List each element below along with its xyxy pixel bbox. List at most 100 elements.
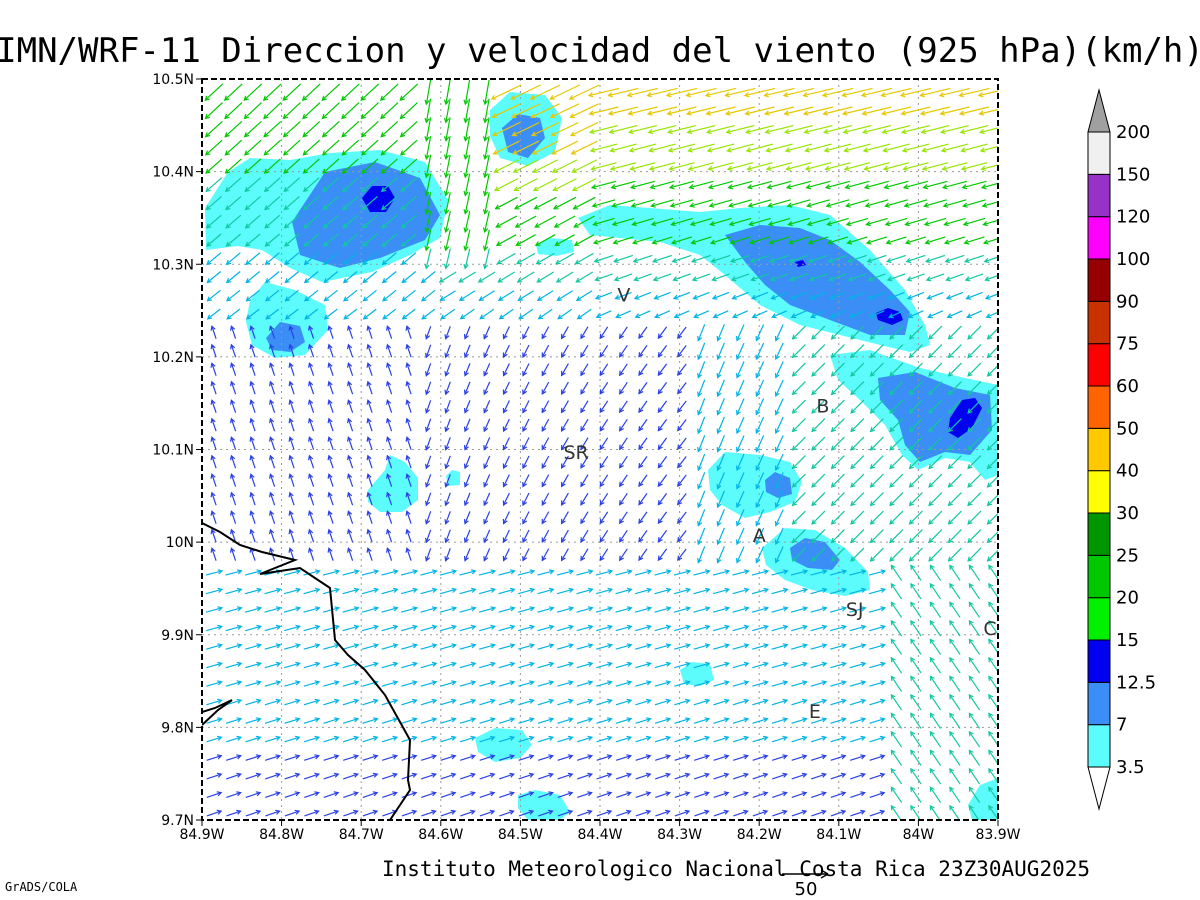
wind-vector [868, 606, 887, 613]
wind-vector [638, 511, 648, 525]
wind-vector [657, 530, 668, 543]
wind-vector [517, 587, 536, 595]
colorbar-swatch [1087, 724, 1111, 768]
wind-vector [479, 308, 495, 320]
wind-vector [802, 106, 834, 116]
wind-vector [498, 569, 516, 576]
wind-vector [802, 87, 834, 98]
colorbar-level-label: 25 [1116, 545, 1139, 566]
wind-vector [928, 344, 943, 359]
wind-vector [755, 472, 765, 490]
wind-vector [401, 698, 418, 706]
wind-vector [590, 162, 617, 171]
wind-vector [425, 381, 432, 396]
wind-vector [635, 735, 652, 743]
wind-vector [550, 121, 579, 137]
wind-vector [755, 453, 765, 472]
wind-vector [638, 326, 648, 340]
wind-vector [303, 587, 321, 595]
wind-vector [249, 325, 256, 339]
wind-vector [653, 291, 671, 300]
wind-vector [460, 791, 476, 798]
wind-vector [517, 569, 536, 576]
wind-vector [986, 327, 998, 340]
colorbar-level-label: 7 [1116, 715, 1127, 736]
wind-vector [226, 772, 242, 780]
wind-vector [596, 735, 613, 743]
wind-vector [210, 325, 217, 339]
wind-vector [716, 527, 725, 546]
wind-vector [782, 87, 815, 98]
wind-vector [771, 680, 789, 687]
wind-vector [245, 680, 262, 687]
wind-vector [303, 680, 321, 687]
wind-vector [787, 217, 810, 227]
wind-vector [674, 680, 691, 687]
wind-vector [677, 456, 687, 469]
wind-vector [401, 661, 418, 669]
wind-vector [537, 661, 555, 669]
wind-vector [557, 772, 574, 780]
wind-vector [230, 473, 237, 487]
y-tick-label: 10.3N [152, 257, 194, 273]
wind-vector [522, 326, 530, 340]
wind-vector [381, 643, 399, 650]
wind-vector [674, 735, 691, 743]
wind-vector [225, 661, 243, 669]
wind-vector [244, 569, 263, 576]
wind-vector [439, 587, 458, 595]
wind-vector [811, 399, 826, 414]
wind-vector [522, 363, 530, 377]
wind-vector [483, 437, 491, 451]
wind-vector [425, 492, 432, 507]
wind-vector [674, 643, 692, 650]
wind-vector [206, 809, 223, 817]
wind-vector [745, 143, 774, 153]
wind-vector [483, 400, 491, 414]
wind-vector [869, 680, 886, 687]
wind-vector [791, 735, 808, 743]
wind-vector [495, 215, 517, 228]
wind-vector [615, 698, 633, 706]
wind-vector [401, 680, 418, 687]
wind-vector [205, 158, 223, 174]
wind-vector [830, 436, 845, 451]
wind-vector [751, 587, 770, 595]
wind-vector [541, 455, 550, 469]
wind-vector [710, 254, 731, 263]
wind-vector [910, 749, 922, 766]
wind-vector [303, 252, 319, 266]
wind-vector [444, 548, 451, 562]
wind-vector [929, 786, 942, 803]
wind-vector [595, 587, 614, 595]
wind-vector [577, 791, 593, 798]
wind-vector [342, 233, 358, 247]
wind-vector [560, 474, 569, 488]
wind-vector [638, 419, 648, 432]
shade-region [765, 472, 792, 498]
wind-vector [744, 106, 775, 116]
wind-vector [342, 214, 359, 229]
shade-region [795, 260, 806, 267]
wind-vector [615, 735, 633, 743]
wind-vector [630, 199, 655, 208]
wind-vector [463, 136, 471, 161]
wind-vector [889, 436, 904, 451]
wind-vector [362, 791, 379, 798]
wind-vector [362, 308, 377, 320]
wind-vector [697, 324, 706, 342]
wind-vector [206, 680, 223, 687]
wind-vector [230, 547, 237, 561]
wind-vector [885, 236, 907, 245]
wind-vector [963, 236, 985, 245]
wind-vector [570, 140, 598, 155]
colorbar-swatch [1087, 554, 1111, 599]
wind-vector [588, 125, 618, 135]
wind-vector [225, 606, 243, 613]
wind-vector [697, 416, 706, 435]
wind-vector [245, 791, 262, 798]
wind-vector [694, 772, 710, 780]
wind-vector [890, 767, 903, 785]
wind-vector [206, 698, 223, 706]
wind-vector [826, 236, 849, 245]
